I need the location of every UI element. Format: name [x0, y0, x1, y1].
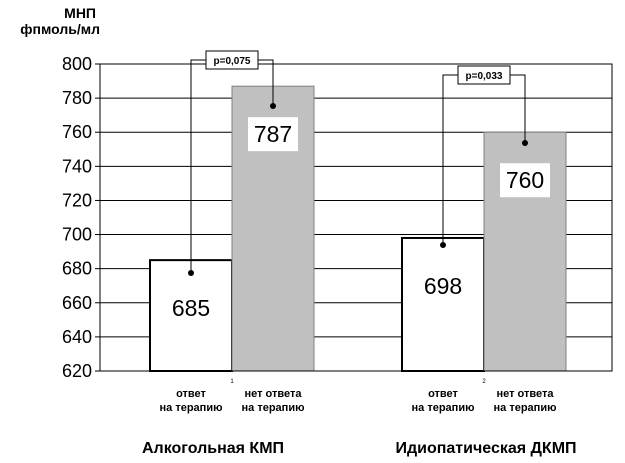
bracket-marker: [440, 242, 446, 248]
bracket-marker: [522, 140, 528, 146]
bar-series-label: нет ответа: [497, 388, 555, 400]
bar-series-label: ответ: [428, 388, 458, 400]
bar-series-label: ответ: [176, 388, 206, 400]
group-label: Алкогольная КМП: [142, 440, 284, 457]
y-tick-label: 720: [62, 190, 92, 210]
data-label: 787: [254, 121, 292, 147]
plot-area-border: [99, 63, 613, 372]
y-tick-label: 740: [62, 156, 92, 176]
y-tick-label: 640: [62, 327, 92, 347]
data-label: 760: [506, 167, 544, 193]
bar-series-label: нет ответа: [245, 388, 303, 400]
category-labels: ответ на терапию ответ на терапию нет ответа…: [142, 379, 577, 457]
y-axis-title-name: МНП: [64, 5, 96, 21]
y-tick-label: 700: [62, 225, 92, 245]
bar-series-label: на терапию: [412, 402, 475, 414]
data-label-box: [418, 268, 468, 303]
y-axis-title-unit: фпмоль/мл: [20, 21, 100, 37]
p-value-label: p=0,033: [466, 71, 503, 82]
y-tick-label: 620: [62, 361, 92, 381]
bar-series-label: на терапию: [494, 402, 557, 414]
p-value-label: p=0,075: [214, 56, 251, 67]
data-label-box: [248, 117, 298, 152]
bar-series-label: на терапию: [242, 402, 305, 414]
category-index-label: 1: [230, 379, 234, 385]
y-tick-label: 800: [62, 54, 92, 74]
data-label: 685: [172, 295, 210, 321]
significance-annotations: p=0,075 p=0,033: [188, 50, 528, 276]
category-index-label: 2: [482, 379, 486, 385]
bracket-marker: [270, 103, 276, 109]
bracket-marker: [188, 270, 194, 276]
bar-response: [401, 236, 485, 372]
group-label: Идиопатическая ДКМП: [395, 440, 576, 457]
data-label-box: [500, 163, 550, 198]
p-value-box: [457, 65, 511, 85]
data-labels: 685 698 787 760: [166, 117, 550, 326]
data-label-box: [166, 291, 216, 326]
bar-series-label: на терапию: [160, 402, 223, 414]
data-label: 698: [424, 273, 462, 299]
y-tick-label: 680: [62, 259, 92, 279]
y-axis: 620 640 660 680 700 720 740 760 780 800: [62, 54, 613, 381]
y-tick-label: 660: [62, 293, 92, 313]
y-tick-label: 780: [62, 88, 92, 108]
y-tick-label: 760: [62, 122, 92, 142]
p-value-box: [205, 50, 259, 70]
